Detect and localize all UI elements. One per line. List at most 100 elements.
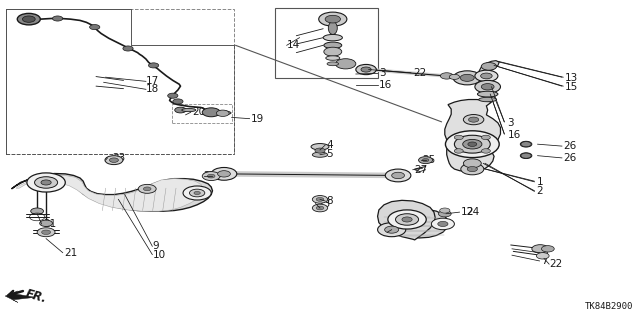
Circle shape [312, 196, 328, 203]
Circle shape [52, 16, 63, 21]
Text: 8: 8 [326, 196, 333, 206]
Circle shape [312, 204, 328, 212]
Circle shape [183, 186, 211, 200]
Circle shape [175, 107, 186, 113]
Text: 17: 17 [146, 76, 159, 86]
Circle shape [123, 46, 133, 51]
Circle shape [438, 221, 448, 226]
Circle shape [324, 47, 342, 56]
Circle shape [361, 67, 371, 72]
Circle shape [419, 157, 433, 164]
Circle shape [41, 180, 51, 185]
Circle shape [218, 171, 230, 177]
Circle shape [460, 74, 474, 81]
Circle shape [463, 159, 481, 168]
Text: 27: 27 [415, 165, 428, 175]
Text: 18: 18 [146, 84, 159, 94]
Circle shape [422, 159, 429, 162]
Text: 13: 13 [564, 73, 578, 83]
Ellipse shape [311, 144, 329, 150]
Circle shape [481, 135, 490, 140]
Circle shape [202, 108, 220, 117]
Circle shape [35, 177, 58, 188]
Circle shape [541, 246, 554, 252]
Text: TK84B2900: TK84B2900 [585, 302, 634, 311]
Circle shape [335, 59, 356, 69]
Circle shape [431, 218, 454, 230]
Text: 6: 6 [541, 248, 547, 258]
Text: 16: 16 [379, 80, 392, 91]
Circle shape [445, 131, 499, 158]
Text: 12: 12 [461, 207, 474, 217]
Circle shape [396, 214, 419, 225]
Circle shape [325, 15, 340, 23]
Ellipse shape [324, 42, 342, 48]
Circle shape [378, 223, 406, 237]
Polygon shape [397, 210, 448, 238]
Text: 24: 24 [466, 207, 479, 217]
Text: 25: 25 [422, 155, 436, 165]
Text: 22: 22 [413, 68, 426, 78]
Polygon shape [445, 100, 500, 172]
Circle shape [454, 135, 490, 153]
Polygon shape [12, 174, 212, 211]
Text: 26: 26 [563, 153, 577, 163]
Circle shape [392, 172, 404, 179]
Text: 4: 4 [326, 140, 333, 150]
Circle shape [17, 13, 40, 25]
Circle shape [453, 71, 481, 85]
Circle shape [402, 217, 412, 222]
Circle shape [90, 25, 100, 30]
Circle shape [438, 211, 451, 217]
Circle shape [521, 153, 531, 158]
Text: FR.: FR. [24, 287, 49, 305]
Text: 20: 20 [192, 107, 205, 117]
Polygon shape [16, 175, 204, 211]
Text: 9: 9 [152, 241, 159, 251]
Circle shape [319, 12, 347, 26]
Circle shape [316, 197, 324, 201]
Circle shape [468, 117, 479, 122]
Circle shape [207, 174, 215, 178]
Circle shape [461, 163, 484, 175]
Circle shape [173, 99, 183, 104]
Circle shape [454, 149, 463, 153]
Text: 10: 10 [152, 249, 166, 260]
Circle shape [399, 218, 410, 223]
Text: 3: 3 [508, 118, 514, 128]
Circle shape [143, 187, 151, 191]
Circle shape [216, 110, 229, 116]
Ellipse shape [204, 110, 231, 115]
Text: 21: 21 [44, 219, 57, 229]
Circle shape [388, 210, 426, 229]
Circle shape [316, 206, 324, 210]
Text: 7: 7 [541, 256, 547, 266]
Text: 23: 23 [317, 198, 330, 209]
Circle shape [168, 93, 178, 98]
Text: 11: 11 [389, 227, 403, 237]
Text: 23: 23 [112, 153, 125, 163]
Ellipse shape [323, 34, 342, 41]
Circle shape [463, 115, 484, 125]
Circle shape [481, 84, 494, 90]
Polygon shape [378, 200, 435, 240]
Circle shape [393, 215, 416, 226]
Circle shape [467, 167, 477, 172]
Text: 22: 22 [549, 259, 563, 269]
Circle shape [31, 208, 44, 214]
Circle shape [189, 189, 205, 197]
Circle shape [194, 191, 200, 195]
Text: 3: 3 [379, 68, 385, 78]
Ellipse shape [204, 171, 231, 177]
Circle shape [481, 73, 492, 79]
Circle shape [40, 220, 52, 226]
Circle shape [211, 167, 237, 180]
Polygon shape [479, 61, 499, 73]
Circle shape [481, 149, 490, 153]
Circle shape [37, 228, 55, 237]
Text: 5: 5 [326, 149, 333, 159]
Circle shape [148, 63, 159, 68]
Ellipse shape [182, 108, 196, 112]
Circle shape [463, 139, 482, 149]
Text: 21: 21 [64, 248, 77, 258]
